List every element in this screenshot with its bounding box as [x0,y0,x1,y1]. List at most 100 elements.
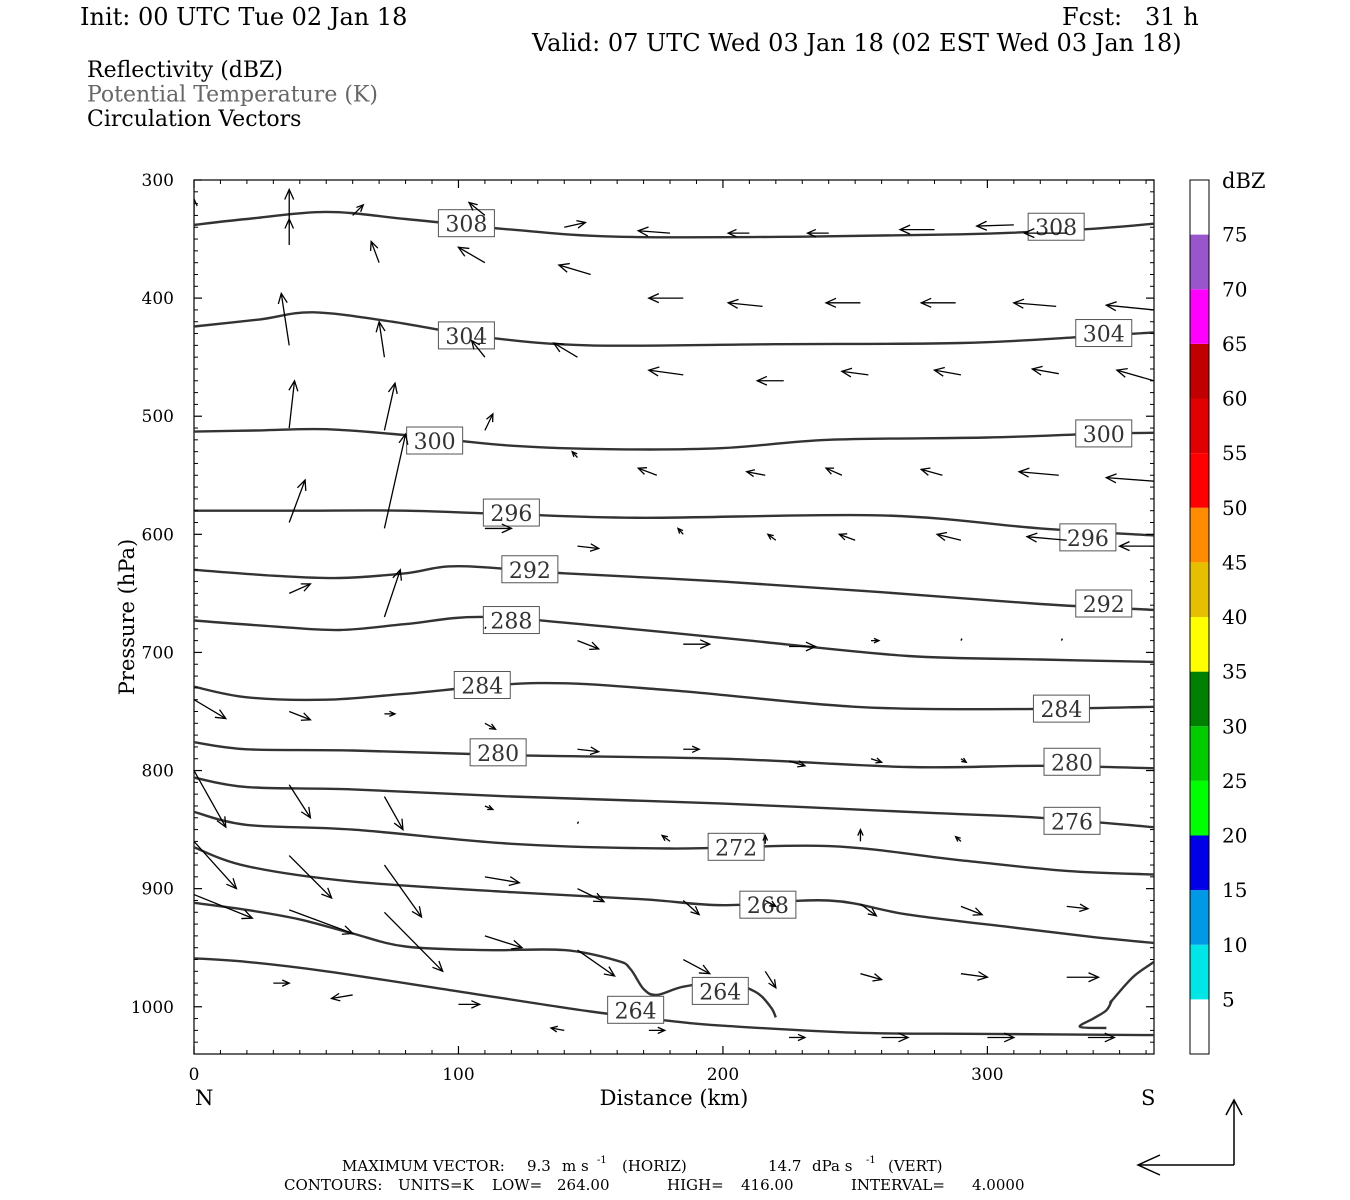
y-tick-label: 1000 [131,998,174,1018]
circulation-vector [1087,1032,1116,1043]
colorbar-segment [1190,617,1209,672]
colorbar-frame [1189,179,1210,1055]
theta-contour-304 [194,311,1154,347]
contours-units: UNITS=K [398,1176,475,1194]
colorbar-segment [1190,835,1209,891]
colorbar-label: 15 [1222,878,1247,902]
theta-label-284: 284 [1032,694,1090,723]
colorbar-segment [1190,234,1209,290]
circulation-vector [764,899,778,908]
circulation-vector [484,804,495,811]
circulation-vector [805,228,829,238]
circulation-vector [1030,365,1059,376]
max-vector-horiz-exponent: -1 [597,1155,607,1166]
svg-text:292: 292 [509,559,551,584]
theta-label-308: 308 [437,209,495,238]
max-vector-horiz-tag: (HORIZ) [622,1157,687,1175]
circulation-vector [383,911,444,973]
svg-text:280: 280 [477,742,519,767]
circulation-vector [987,1032,1016,1043]
theta-label-272: 272 [707,832,765,861]
colorbar-segment [1190,944,1209,1000]
circulation-vector [383,864,423,919]
contours-interval-value: 4.0000 [972,1176,1025,1194]
circulation-vector [960,905,984,916]
circulation-vector [284,217,295,245]
x-end-label-north: N [195,1086,213,1110]
colorbar-label: 65 [1222,332,1247,356]
init-time: Init: 00 UTC Tue 02 Jan 18 [80,3,407,31]
svg-text:300: 300 [414,430,456,455]
circulation-vector [194,770,227,829]
circulation-vector [552,342,578,358]
colorbar-label: 10 [1222,933,1247,957]
circulation-vector [1104,473,1154,484]
theta-contour-264 [194,901,777,1018]
circulation-vector [726,228,750,238]
x-tick-label: 200 [707,1065,739,1085]
theta-contour-268 [194,846,1154,945]
contours-low-value: 264.00 [557,1176,610,1194]
circulation-vector [824,297,861,308]
circulation-vector [288,478,307,523]
y-axis-title: Pressure (hPa) [115,539,139,695]
svg-text:304: 304 [445,325,487,350]
svg-text:296: 296 [1067,527,1109,552]
circulation-vector [870,757,884,764]
svg-text:264: 264 [615,999,657,1024]
circulation-vector [932,366,962,377]
circulation-vector [458,1000,482,1009]
theta-contour-300 [194,427,1154,451]
potential-temperature-contours: 308 308 304 304 300 300 296 296 292 292 288 284 284 2… [194,209,1154,1037]
theta-label-308: 308 [1027,212,1085,241]
colorbar-label: 5 [1222,987,1235,1011]
circulation-vector [860,973,884,982]
x-tick-label: 300 [971,1065,1003,1085]
circulation-vector [564,220,587,229]
svg-text:284: 284 [461,675,503,700]
svg-text:300: 300 [1083,423,1125,448]
circulation-vector [577,888,606,903]
circulation-vector [577,640,601,651]
max-vector-vert-tag: (VERT) [888,1157,943,1175]
circulation-vector [577,543,601,552]
circulation-vector [919,467,943,476]
circulation-vector [1060,638,1064,641]
svg-text:264: 264 [699,980,741,1005]
max-vector-vert-unit: dPa s [812,1157,852,1175]
colorbar-label: 40 [1222,605,1247,629]
colorbar-label: 20 [1222,824,1247,848]
theta-contour-284 [194,681,1154,711]
circulation-vector [764,970,777,990]
circulation-vector [194,893,254,920]
circulation-vector [1066,972,1101,983]
svg-text:308: 308 [1035,216,1077,241]
circulation-vector [954,835,962,842]
colorbar-segment [1190,890,1209,945]
circulation-vector [194,197,198,216]
circulation-vector [647,293,684,304]
theta-contour-292 [194,564,1154,612]
circulation-vector [577,746,601,756]
contours-high-label: HIGH= [667,1176,724,1194]
theta-label-300: 300 [1075,419,1133,448]
theta-label-304: 304 [1075,319,1133,348]
circulation-vector [683,745,701,754]
contours-interval-label: INTERVAL= [851,1176,945,1194]
reference-vector-icon [1136,1098,1243,1176]
colorbar-segment [1190,507,1209,563]
circulation-vector [726,298,763,309]
colorbar-label: 75 [1222,223,1247,247]
colorbar-segment [1190,726,1209,781]
y-tick-label: 500 [142,407,174,427]
circulation-vector [549,1025,565,1033]
circulation-vector [484,412,494,431]
circulation-vector [960,757,968,764]
reflectivity-colorbar: 5 10 15 20 25 30 35 40 45 50 55 60 65 70 75 [1189,179,1247,1055]
circulation-vectors [194,187,1154,1043]
svg-text:292: 292 [1083,593,1125,618]
colorbar-label: 35 [1222,660,1247,684]
colorbar-segment [1190,671,1209,727]
circulation-vector [789,641,818,652]
circulation-vector [745,469,766,478]
